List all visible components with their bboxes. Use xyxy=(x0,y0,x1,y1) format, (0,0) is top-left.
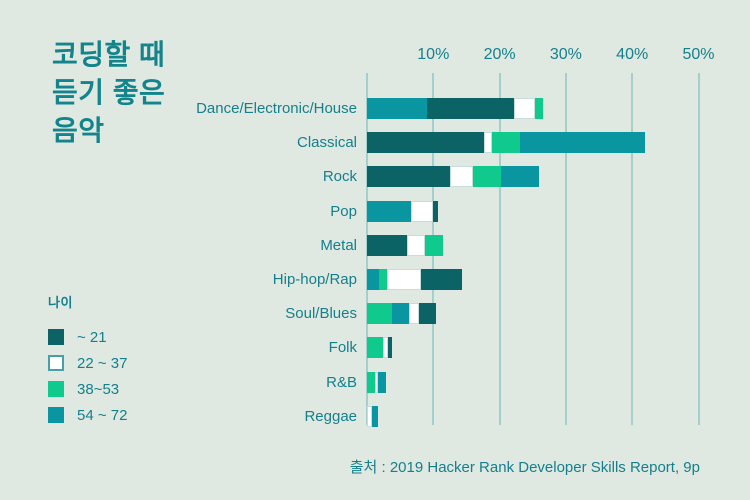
legend-label: 38~53 xyxy=(77,380,120,398)
bar-segment xyxy=(367,269,379,290)
category-label: Rock xyxy=(322,168,357,186)
source-caption: 출처 : 2019 Hacker Rank Developer Skills R… xyxy=(349,459,700,476)
bar-segment xyxy=(374,371,379,393)
bar-segment xyxy=(367,234,408,256)
bar-segment xyxy=(367,337,383,359)
gridline-40 xyxy=(631,73,634,425)
category-label: Hip-hop/Rap xyxy=(272,271,357,288)
legend-title: 나이 xyxy=(48,295,73,310)
bar-segment xyxy=(449,166,474,188)
bar-segment xyxy=(500,166,539,188)
bar-segment xyxy=(410,200,433,222)
legend-item: 22 ~ 37 xyxy=(48,354,128,372)
bar-segment xyxy=(367,405,373,427)
category-label: Reggae xyxy=(304,407,357,425)
bar-segment xyxy=(491,132,521,154)
bar-segment xyxy=(367,371,375,393)
bar-row xyxy=(367,405,378,427)
bar-segment xyxy=(392,303,410,325)
bar-segment xyxy=(367,132,484,154)
bar-segment xyxy=(424,234,444,256)
bar-segment xyxy=(378,269,387,290)
bar-segment xyxy=(520,132,646,154)
legend-items: ~ 21 22 ~ 37 38~53 54 ~ 72 xyxy=(48,328,128,424)
legend-swatch xyxy=(48,355,64,371)
category-label: Folk xyxy=(328,339,357,357)
category-label: Metal xyxy=(320,236,357,254)
axis-tick-label: 40% xyxy=(616,46,649,63)
bar-row xyxy=(367,337,392,359)
bar-row xyxy=(367,200,438,222)
bar-segment xyxy=(367,166,450,188)
legend-item: ~ 21 xyxy=(48,328,127,346)
page-title: 코딩할 때 듣기 좋은 음악 xyxy=(52,39,166,146)
bar-segment xyxy=(378,371,386,393)
gridline-20 xyxy=(498,73,501,425)
bar-segment xyxy=(432,200,438,222)
bar-segment xyxy=(418,303,436,325)
bar-row xyxy=(367,234,444,256)
legend: 나이 ~ 21 22 ~ 37 38~53 54 ~ 72 xyxy=(48,292,127,433)
legend-item: 38~53 xyxy=(48,380,127,398)
bar-segment xyxy=(409,303,419,325)
bar-row xyxy=(367,371,386,393)
bar-segment xyxy=(427,98,514,119)
bar-segment xyxy=(367,200,411,222)
bar-row xyxy=(367,269,463,290)
axis-tick-label: 30% xyxy=(549,46,582,63)
legend-swatch xyxy=(48,381,64,397)
bar-segment xyxy=(483,132,492,154)
bar-segment xyxy=(473,166,501,188)
bar-segment xyxy=(387,337,392,359)
legend-label: ~ 21 xyxy=(77,328,107,346)
axis-tick-label: 50% xyxy=(682,46,715,63)
bar-segment xyxy=(407,234,425,256)
legend-swatch xyxy=(48,407,64,423)
bar-segment xyxy=(513,98,535,119)
gridline-50 xyxy=(697,73,700,425)
bar-segment xyxy=(372,405,378,427)
bar-segment xyxy=(367,98,428,119)
legend-item: 54 ~ 72 xyxy=(48,406,128,424)
bar-row xyxy=(367,98,544,119)
bar-row xyxy=(367,166,539,188)
legend-label: 54 ~ 72 xyxy=(77,406,128,424)
legend-label: 22 ~ 37 xyxy=(77,354,128,372)
category-label: Classical xyxy=(296,134,357,152)
bar-segment xyxy=(534,98,544,119)
axis-tick-label: 10% xyxy=(417,46,450,63)
gridline-30 xyxy=(564,73,567,425)
category-label: Dance/Electronic/House xyxy=(196,100,357,117)
bar-segment xyxy=(420,269,463,290)
bar-row xyxy=(367,132,646,154)
bar-segment xyxy=(382,337,388,359)
bar-segment xyxy=(386,269,421,290)
bar-row xyxy=(367,303,436,325)
axis-tick-label: 20% xyxy=(483,46,516,63)
category-label: Soul/Blues xyxy=(285,305,357,323)
category-label: Pop xyxy=(330,202,357,220)
bar-segment xyxy=(367,303,393,325)
category-label: R&B xyxy=(326,373,357,391)
legend-swatch xyxy=(48,329,64,345)
